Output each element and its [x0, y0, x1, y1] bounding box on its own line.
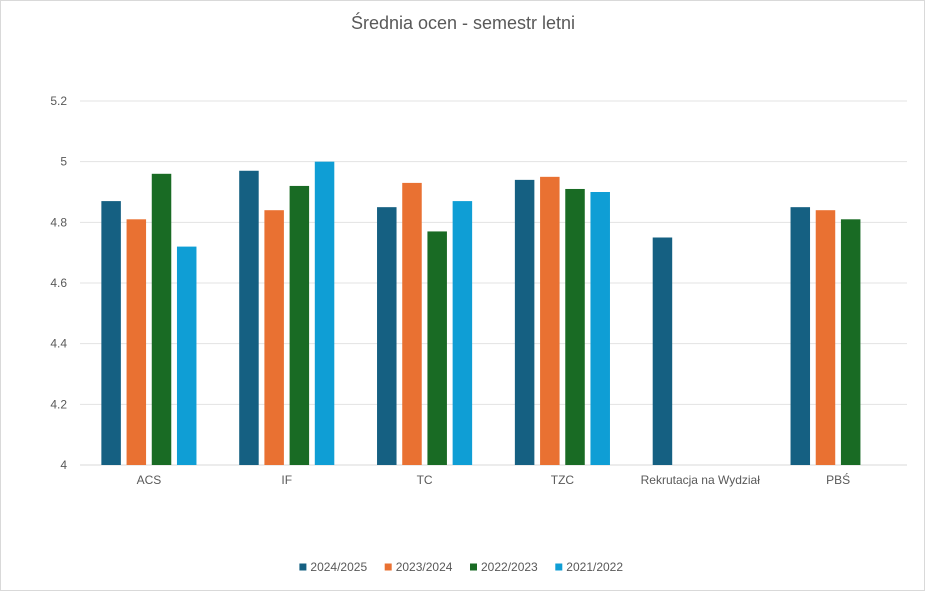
- x-tick-label: TZC: [551, 473, 575, 487]
- bar: [402, 182, 422, 465]
- bar: [590, 192, 610, 465]
- bar: [652, 237, 673, 465]
- x-axis: ACS IF TC TZC Rekrutacja na Wydział PBŚ: [137, 472, 851, 487]
- y-axis: 4 4.2 4.4 4.6 4.8 5 5.2: [50, 94, 67, 472]
- legend-item: 2024/2025: [299, 560, 367, 574]
- bar: [264, 210, 284, 465]
- bar: [790, 207, 811, 465]
- x-tick-label: ACS: [137, 473, 162, 487]
- bar: [289, 185, 310, 465]
- bar: [176, 246, 197, 465]
- legend-swatch: [384, 563, 392, 571]
- bar: [427, 231, 447, 465]
- legend-label: 2021/2022: [566, 560, 623, 574]
- x-tick-label: Rekrutacja na Wydział: [641, 473, 761, 487]
- bar: [514, 179, 535, 465]
- legend-label: 2023/2024: [396, 560, 453, 574]
- y-tick-label: 4: [60, 458, 67, 472]
- y-tick-label: 4.6: [50, 276, 67, 290]
- gridlines: [80, 100, 907, 466]
- bar: [377, 207, 397, 465]
- y-tick-label: 5.2: [50, 94, 67, 108]
- legend-swatch: [555, 563, 563, 571]
- bar: [151, 173, 172, 466]
- bar: [452, 201, 473, 465]
- bar: [565, 188, 585, 465]
- bar: [314, 161, 335, 465]
- legend-item: 2023/2024: [384, 560, 453, 574]
- legend-item: 2021/2022: [555, 560, 623, 574]
- chart-title: Średnia ocen - semestr letni: [351, 12, 575, 33]
- y-tick-label: 4.2: [50, 397, 67, 411]
- legend-item: 2022/2023: [470, 560, 538, 574]
- y-tick-label: 5: [60, 155, 67, 169]
- y-tick-label: 4.8: [50, 215, 67, 229]
- x-tick-label: IF: [281, 473, 292, 487]
- bars: [101, 161, 861, 466]
- legend-label: 2024/2025: [310, 560, 367, 574]
- bar: [540, 176, 560, 466]
- bar: [101, 201, 121, 465]
- x-tick-label: PBŚ: [826, 472, 850, 487]
- bar: [239, 170, 259, 465]
- legend: 2024/2025 2023/2024 2022/2023 2021/2022: [299, 560, 623, 574]
- legend-swatch: [299, 563, 307, 571]
- legend-label: 2022/2023: [481, 560, 538, 574]
- x-tick-label: TC: [417, 473, 433, 487]
- bar: [840, 219, 861, 465]
- y-tick-label: 4.4: [50, 337, 67, 351]
- legend-swatch: [470, 563, 477, 571]
- bar: [126, 219, 147, 465]
- bar: [815, 210, 836, 465]
